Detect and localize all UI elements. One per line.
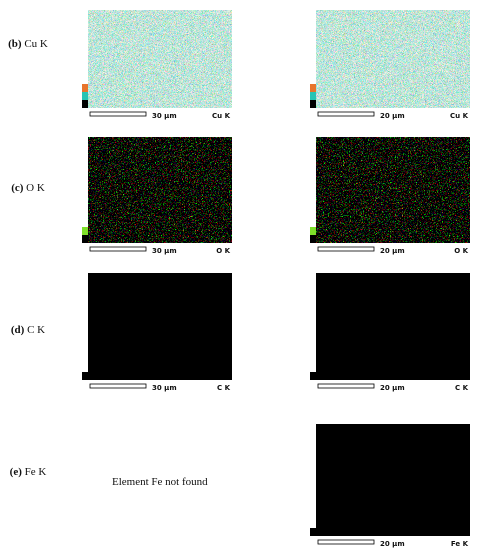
element-map — [88, 137, 232, 243]
map-element-label: O K — [454, 247, 468, 255]
map-element-label: Fe K — [451, 540, 469, 548]
color-swatch — [310, 528, 316, 536]
color-swatch — [310, 100, 316, 108]
scale-label: 30 μm — [152, 384, 177, 392]
row-label: (e) Fe K — [4, 464, 52, 480]
scale-bar — [89, 111, 147, 117]
map-element-label: Cu K — [212, 112, 231, 120]
scale-bar — [317, 539, 375, 545]
scale-label: 30 μm — [152, 247, 177, 255]
scale-bar — [317, 111, 375, 117]
element-name: C K — [27, 324, 46, 336]
scale-label: 20 μm — [380, 384, 405, 392]
color-swatch — [82, 92, 88, 100]
scale-bar — [89, 246, 147, 252]
scale-label: 20 μm — [380, 247, 405, 255]
panel-letter: (b) — [8, 38, 22, 50]
map-element-label: C K — [455, 384, 469, 392]
element-map — [88, 273, 232, 380]
color-swatch — [82, 235, 88, 243]
row-label: (c) O K — [4, 180, 52, 196]
element-map — [316, 273, 470, 380]
map-element-label: C K — [217, 384, 231, 392]
map-element-label: Cu K — [450, 112, 469, 120]
row-label: (d) C K — [4, 322, 52, 338]
color-swatch — [82, 100, 88, 108]
color-swatch — [82, 227, 88, 235]
row-label: (b) Cu K — [4, 36, 52, 52]
element-map — [316, 10, 470, 108]
scale-bar — [89, 383, 147, 389]
panel-letter: (e) — [9, 466, 22, 478]
color-swatch — [310, 92, 316, 100]
color-swatch — [310, 227, 316, 235]
element-map — [316, 137, 470, 243]
scale-label: 20 μm — [380, 112, 405, 120]
map-element-label: O K — [216, 247, 230, 255]
element-map — [316, 424, 470, 536]
element-name: Fe K — [24, 466, 47, 478]
color-swatch — [82, 84, 88, 92]
element-name: Cu K — [24, 38, 48, 50]
scale-bar — [317, 383, 375, 389]
element-map — [88, 10, 232, 108]
panel-letter: (d) — [10, 324, 25, 336]
scale-bar — [317, 246, 375, 252]
not-found-message: Element Fe not found — [112, 476, 208, 488]
panel-letter: (c) — [11, 182, 24, 194]
scale-label: 20 μm — [380, 540, 405, 548]
color-swatch — [310, 235, 316, 243]
element-name: O K — [26, 182, 45, 194]
scale-label: 30 μm — [152, 112, 177, 120]
color-swatch — [82, 372, 88, 380]
color-swatch — [310, 372, 316, 380]
color-swatch — [310, 84, 316, 92]
